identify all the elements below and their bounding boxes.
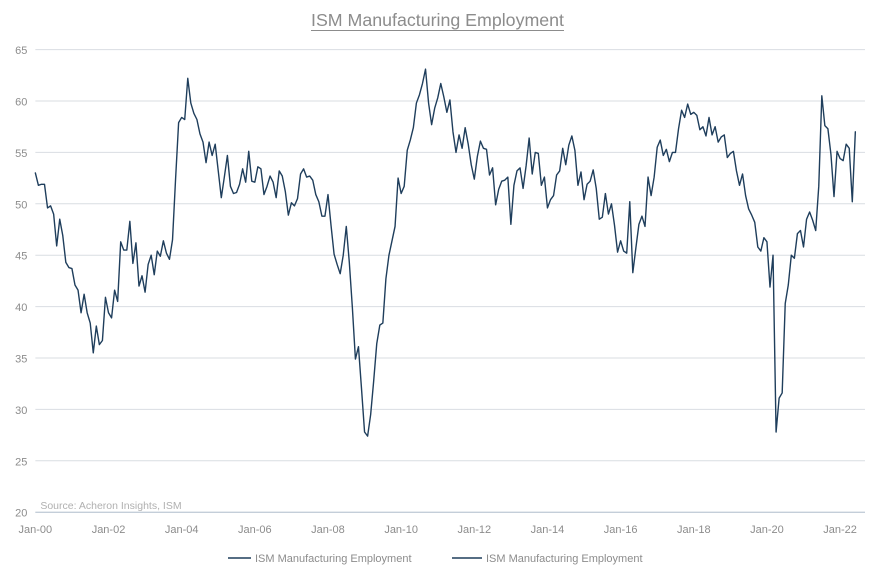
svg-text:60: 60 xyxy=(15,97,27,109)
svg-text:Jan-16: Jan-16 xyxy=(604,524,638,536)
svg-text:ISM Manufacturing Employment: ISM Manufacturing Employment xyxy=(486,553,643,565)
svg-text:Jan-08: Jan-08 xyxy=(311,524,345,536)
svg-text:45: 45 xyxy=(15,251,27,263)
svg-text:50: 50 xyxy=(15,199,27,211)
svg-text:30: 30 xyxy=(15,405,27,417)
svg-text:Jan-12: Jan-12 xyxy=(457,524,491,536)
svg-text:40: 40 xyxy=(15,302,27,314)
svg-text:ISM Manufacturing Employment: ISM Manufacturing Employment xyxy=(255,553,412,565)
svg-text:Jan-04: Jan-04 xyxy=(165,524,199,536)
svg-text:35: 35 xyxy=(15,354,27,366)
svg-text:Jan-10: Jan-10 xyxy=(384,524,418,536)
svg-text:Jan-20: Jan-20 xyxy=(750,524,784,536)
svg-text:Jan-02: Jan-02 xyxy=(92,524,126,536)
svg-text:Jan-14: Jan-14 xyxy=(531,524,565,536)
svg-text:Jan-06: Jan-06 xyxy=(238,524,272,536)
svg-text:Jan-22: Jan-22 xyxy=(823,524,857,536)
svg-text:65: 65 xyxy=(15,45,27,57)
svg-text:20: 20 xyxy=(15,508,27,520)
svg-text:25: 25 xyxy=(15,456,27,468)
svg-text:Jan-18: Jan-18 xyxy=(677,524,711,536)
svg-text:Jan-00: Jan-00 xyxy=(19,524,53,536)
svg-text:55: 55 xyxy=(15,148,27,160)
svg-text:Source: Acheron Insights, ISM: Source: Acheron Insights, ISM xyxy=(40,500,181,512)
